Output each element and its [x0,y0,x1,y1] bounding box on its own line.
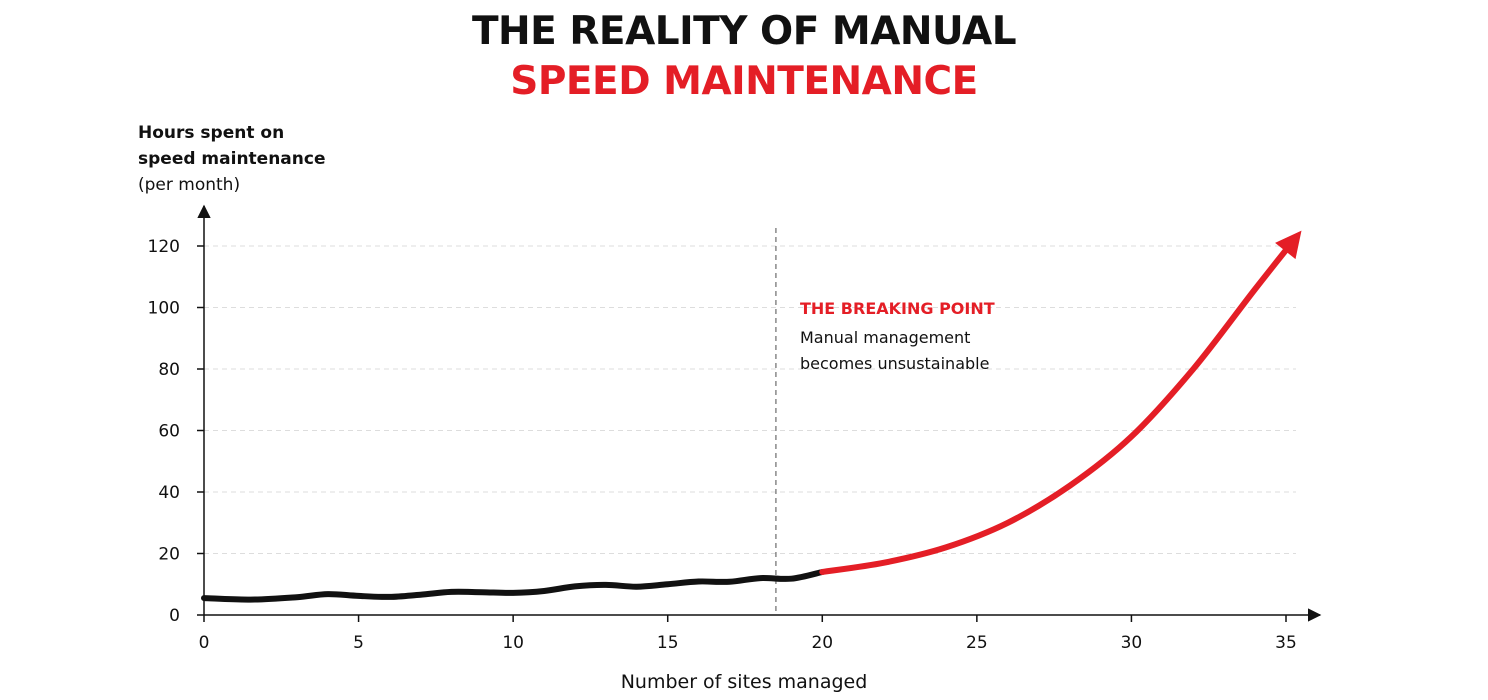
y-tick-label-60: 60 [158,422,180,442]
y-axis-label-line-1: Hours spent on [138,123,285,143]
y-tick-label-0: 0 [169,606,180,626]
x-tick-label-10: 10 [502,633,524,653]
x-tick-label-15: 15 [657,633,679,653]
y-tick-label-40: 40 [158,483,180,503]
series-line-0 [201,569,826,603]
y-tick-label-100: 100 [148,299,180,319]
y-axis-label: Hours spent on speed maintenance (per mo… [138,120,326,198]
x-tick-label-5: 5 [353,633,364,653]
annotation-title: THE BREAKING POINT [800,299,995,318]
chart-title: THE REALITY OF MANUAL SPEED MAINTENANCE [0,8,1488,106]
x-tick-label-20: 20 [811,633,833,653]
y-tick-label-120: 120 [148,237,180,257]
y-axis-label-line-2: speed maintenance [138,149,326,169]
y-tick-label-80: 80 [158,360,180,380]
y-tick-label-20: 20 [158,545,180,565]
series-line-1 [819,240,1295,575]
y-axis-label-line-3: (per month) [138,175,241,195]
x-tick-label-35: 35 [1275,633,1297,653]
series-arrowhead [1275,230,1302,260]
annotation-line-2: becomes unsustainable [800,354,989,373]
annotation-line-1: Manual management [800,328,970,347]
title-line-1: THE REALITY OF MANUAL [471,9,1017,54]
x-tick-label-30: 30 [1121,633,1143,653]
title-line-2: SPEED MAINTENANCE [510,59,978,104]
x-tick-label-0: 0 [199,633,210,653]
x-tick-label-25: 25 [966,633,988,653]
x-axis-label: Number of sites managed [621,671,868,693]
